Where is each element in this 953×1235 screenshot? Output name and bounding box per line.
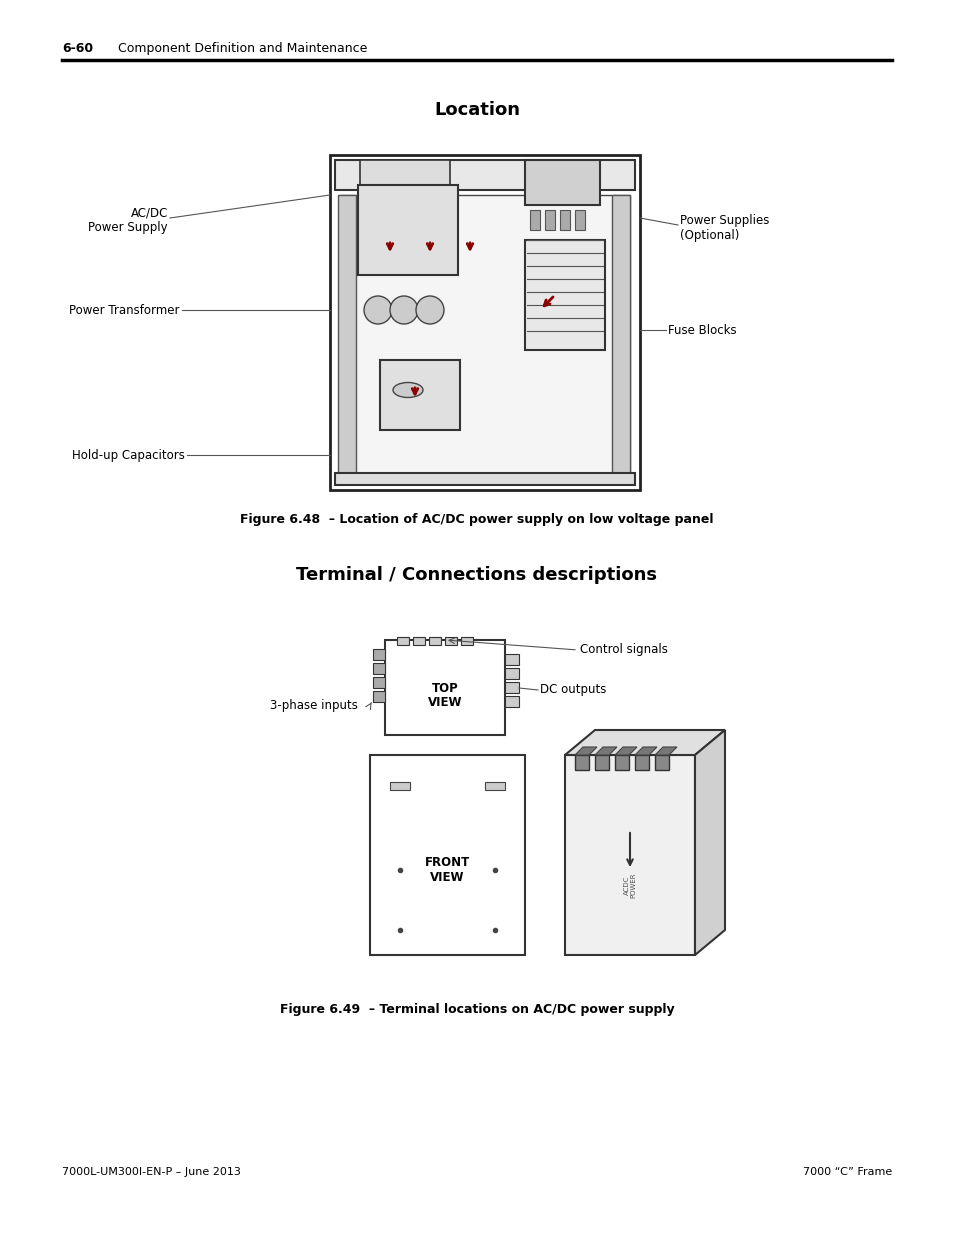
Bar — [390, 195, 408, 215]
Bar — [373, 692, 385, 701]
Bar — [524, 240, 604, 350]
Text: 7000L-UM300I-EN-P – June 2013: 7000L-UM300I-EN-P – June 2013 — [62, 1167, 240, 1177]
Bar — [504, 697, 518, 706]
Bar — [444, 637, 456, 645]
Bar — [390, 782, 410, 790]
Bar — [460, 637, 473, 645]
Text: TOP
VIEW: TOP VIEW — [427, 682, 462, 709]
Text: Power Supplies
(Optional): Power Supplies (Optional) — [679, 214, 768, 242]
Bar — [385, 640, 504, 735]
Bar — [504, 668, 518, 679]
Bar — [359, 161, 450, 200]
Circle shape — [390, 296, 417, 324]
Bar — [530, 210, 539, 230]
Text: Component Definition and Maintenance: Component Definition and Maintenance — [118, 42, 367, 56]
Bar — [365, 195, 382, 215]
Text: Power Transformer: Power Transformer — [70, 304, 180, 316]
Polygon shape — [635, 747, 657, 755]
Bar — [564, 755, 695, 955]
Bar — [635, 755, 648, 769]
Bar — [429, 637, 440, 645]
Text: FRONT
VIEW: FRONT VIEW — [424, 856, 470, 884]
Bar — [655, 755, 668, 769]
Text: ACDC
POWER: ACDC POWER — [623, 872, 636, 898]
Bar — [335, 473, 635, 485]
Bar — [373, 663, 385, 674]
Bar — [330, 156, 639, 490]
Text: Hold-up Capacitors: Hold-up Capacitors — [72, 448, 185, 462]
Bar — [504, 682, 518, 693]
Polygon shape — [575, 747, 597, 755]
Bar — [484, 782, 504, 790]
Polygon shape — [655, 747, 677, 755]
Bar — [615, 755, 628, 769]
Text: Figure 6.49  – Terminal locations on AC/DC power supply: Figure 6.49 – Terminal locations on AC/D… — [279, 1004, 674, 1016]
Text: Terminal / Connections descriptions: Terminal / Connections descriptions — [296, 566, 657, 584]
Bar — [544, 210, 555, 230]
Polygon shape — [615, 747, 637, 755]
Bar — [575, 755, 588, 769]
Text: Figure 6.48  – Location of AC/DC power supply on low voltage panel: Figure 6.48 – Location of AC/DC power su… — [240, 514, 713, 526]
Bar — [575, 210, 584, 230]
Ellipse shape — [393, 383, 422, 398]
Bar — [370, 755, 524, 955]
Bar — [612, 195, 629, 478]
Text: DC outputs: DC outputs — [539, 683, 606, 697]
Text: 6-60: 6-60 — [62, 42, 93, 56]
Bar — [339, 195, 629, 480]
Bar — [335, 161, 635, 190]
Text: 3-phase inputs: 3-phase inputs — [270, 699, 357, 711]
Bar — [337, 195, 355, 478]
Bar — [559, 210, 569, 230]
Circle shape — [364, 296, 392, 324]
Bar — [379, 359, 459, 430]
Bar — [357, 185, 457, 275]
Polygon shape — [595, 747, 617, 755]
Polygon shape — [564, 730, 724, 755]
Bar — [396, 637, 409, 645]
Text: Control signals: Control signals — [579, 643, 667, 657]
Bar — [415, 195, 433, 215]
Circle shape — [416, 296, 443, 324]
Bar — [373, 677, 385, 688]
Bar — [373, 650, 385, 659]
Bar — [595, 755, 608, 769]
Text: AC/DC
Power Supply: AC/DC Power Supply — [89, 206, 168, 233]
Text: 7000 “C” Frame: 7000 “C” Frame — [801, 1167, 891, 1177]
Bar — [504, 655, 518, 664]
Text: Location: Location — [434, 101, 519, 119]
Bar — [413, 637, 424, 645]
Bar — [524, 161, 599, 205]
Polygon shape — [695, 730, 724, 955]
Text: Fuse Blocks: Fuse Blocks — [667, 324, 736, 336]
